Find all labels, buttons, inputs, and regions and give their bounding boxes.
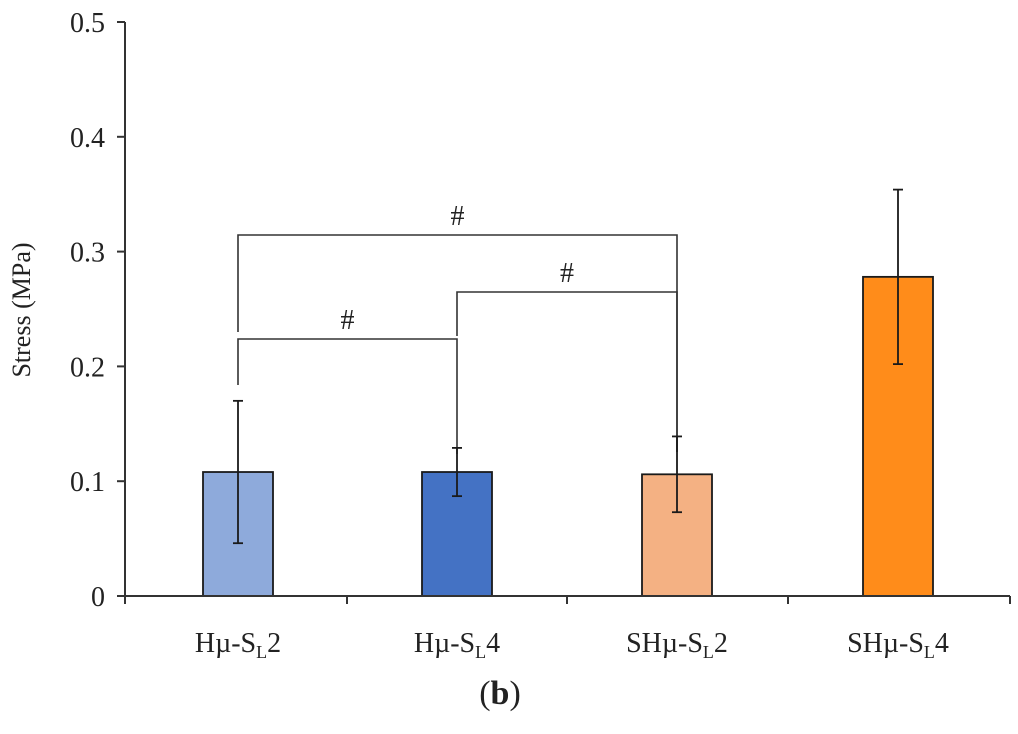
panel-label: (b) xyxy=(479,675,521,712)
x-category-label: SHµ-SL2 xyxy=(626,628,728,662)
y-tick-label: 0 xyxy=(91,582,105,613)
panel-label-open: ( xyxy=(479,675,490,712)
y-tick-label: 0.1 xyxy=(70,467,105,498)
x-category-label: Hµ-SL2 xyxy=(195,628,281,662)
category-suffix: 4 xyxy=(486,628,500,659)
significance-bracket xyxy=(456,291,678,452)
category-prefix: Hµ-S xyxy=(195,628,256,659)
category-suffix: 2 xyxy=(714,628,728,659)
category-prefix: SHµ-S xyxy=(847,628,924,659)
significance-brackets: # # # xyxy=(237,201,678,454)
bars xyxy=(202,188,934,597)
category-suffix: 4 xyxy=(935,628,949,659)
category-suffix: 2 xyxy=(267,628,281,659)
category-subscript: L xyxy=(924,642,935,662)
x-category-labels: Hµ-SL2 Hµ-SL4 SHµ-SL2 SHµ-SL4 xyxy=(124,596,1011,662)
y-ticks: 0 0.1 0.2 0.3 0.4 0.5 xyxy=(70,8,125,613)
significance-label: # xyxy=(560,258,574,289)
x-category-label: Hµ-SL4 xyxy=(414,628,500,662)
y-axis-title: Stress (MPa) xyxy=(7,242,36,377)
category-subscript: L xyxy=(703,642,714,662)
y-tick-label: 0.4 xyxy=(70,123,105,154)
y-tick-label: 0.2 xyxy=(70,352,105,383)
x-category-label: SHµ-SL4 xyxy=(847,628,949,662)
significance-label: # xyxy=(451,201,465,232)
category-subscript: L xyxy=(256,642,267,662)
category-prefix: Hµ-S xyxy=(414,628,475,659)
category-subscript: L xyxy=(475,642,486,662)
category-prefix: SHµ-S xyxy=(626,628,703,659)
significance-bracket xyxy=(237,338,458,454)
significance-label: # xyxy=(341,305,355,336)
y-tick-label: 0.5 xyxy=(70,8,105,39)
y-tick-label: 0.3 xyxy=(70,238,105,269)
panel-label-letter: b xyxy=(491,675,510,712)
panel-label-close: ) xyxy=(509,675,520,712)
